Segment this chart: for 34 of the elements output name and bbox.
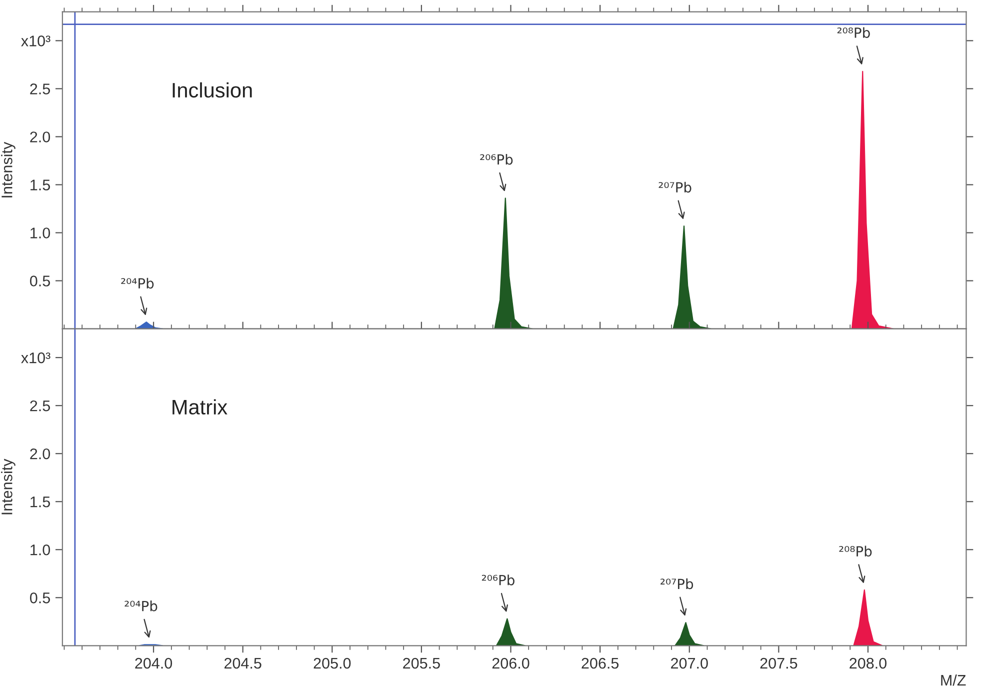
y-axis-title: Intensity: [1, 458, 16, 514]
annotation: Inclusion: [172, 82, 252, 98]
x-tick-label: 208.0: [850, 658, 887, 669]
annotation: Matrix: [172, 399, 228, 415]
y-tick-label: 1.5: [30, 496, 50, 508]
annotation: ²⁰⁷Pb: [660, 578, 694, 590]
y-tick-label: 2.0: [30, 132, 50, 142]
annotation: ²⁰⁶Pb: [482, 574, 514, 586]
x-tick-label: 207.0: [671, 658, 708, 669]
annotation: ²⁰⁸Pb: [837, 27, 870, 38]
annotation: ²⁰⁶Pb: [480, 154, 513, 165]
y-tick-label: 2.5: [30, 400, 50, 412]
x-tick-label: 206.0: [492, 658, 530, 669]
annotation: ²⁰⁷Pb: [658, 182, 692, 193]
y-tick-label: 1.0: [30, 544, 50, 556]
x-axis-title: M/Z: [941, 674, 966, 686]
x-tick-label: 205.0: [314, 658, 351, 669]
annotation: ²⁰⁴Pb: [121, 278, 154, 289]
x-tick-label: 204.0: [135, 658, 172, 669]
y-tick-label: 0.5: [30, 592, 50, 604]
y-tick-label: 1.0: [30, 228, 50, 238]
y-tick-label: 1.5: [30, 180, 50, 190]
x-tick-label: 207.5: [760, 658, 798, 669]
y-tick-label: 2.5: [30, 84, 50, 94]
annotation: ²⁰⁴Pb: [124, 600, 158, 612]
x-tick-label: 204.5: [224, 658, 262, 669]
y-axis-title: Intensity: [1, 142, 16, 198]
y-tick-label: 0.5: [30, 276, 50, 286]
y-tick-label: x10³: [21, 36, 50, 46]
annotation: ²⁰⁸Pb: [839, 546, 872, 557]
x-tick-label: 206.5: [582, 658, 619, 669]
x-tick-label: 205.5: [403, 658, 440, 669]
y-tick-label: 2.0: [30, 448, 50, 460]
y-tick-label: x10³: [21, 352, 50, 364]
